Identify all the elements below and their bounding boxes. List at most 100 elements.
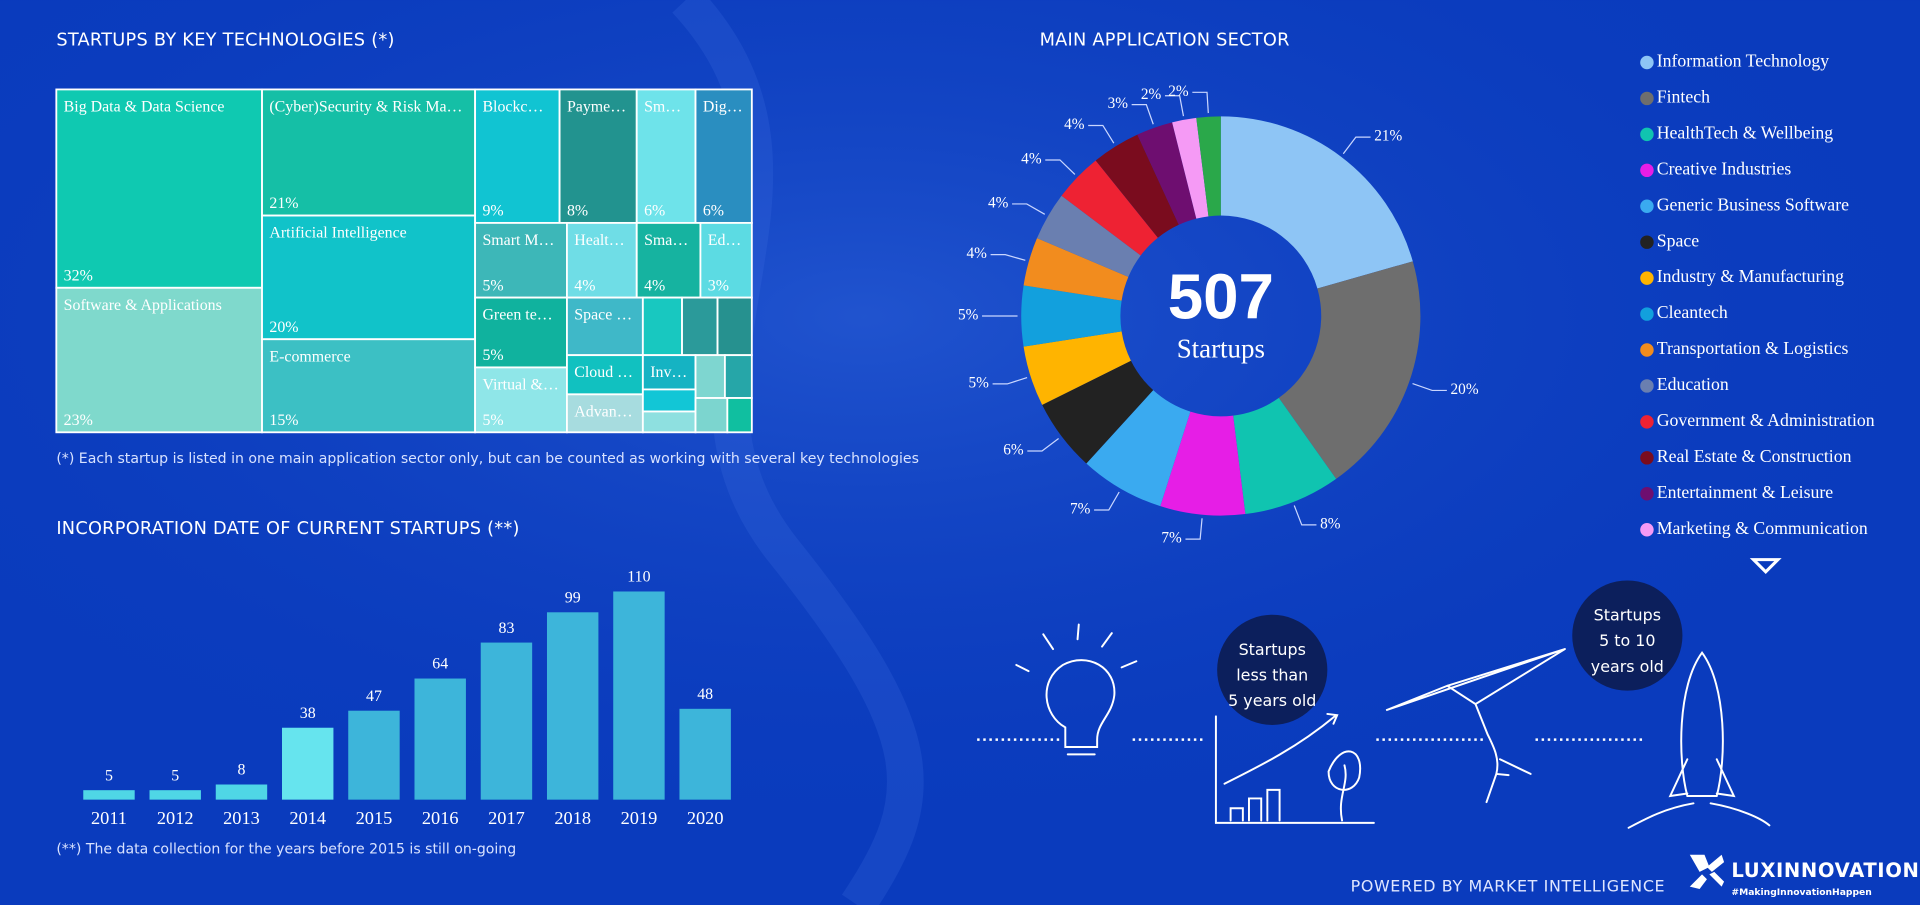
legend-swatch xyxy=(1640,522,1654,537)
chart-note: (**) The data collection for the years b… xyxy=(56,842,516,858)
legend-swatch xyxy=(1640,55,1654,70)
cell-label: E-commerce xyxy=(269,348,350,365)
bar xyxy=(480,642,533,800)
pie-slice xyxy=(1086,390,1191,507)
pie-slice xyxy=(1137,122,1197,225)
cell-label: Big Data & Data Science xyxy=(64,98,225,115)
cell-label: Software & Applications xyxy=(64,297,222,314)
slice-label: 3% xyxy=(1108,95,1129,112)
treemap-cell xyxy=(723,354,753,399)
treemap-cell xyxy=(681,296,719,357)
treemap-cell xyxy=(726,397,753,434)
legend-swatch xyxy=(1640,487,1654,501)
illustration xyxy=(977,580,1771,829)
bar-value-label: 48 xyxy=(697,686,713,703)
legend-swatch xyxy=(1640,307,1654,321)
bar xyxy=(215,784,268,800)
growth-chart-icon xyxy=(1214,712,1375,824)
cell-value: 6% xyxy=(644,203,665,220)
treemap-cell xyxy=(55,88,263,289)
pie-slice xyxy=(1042,360,1154,464)
cell-label: Sma… xyxy=(644,232,688,249)
pie-slice xyxy=(1233,397,1337,515)
badge-text: Startups xyxy=(1594,605,1661,624)
bar xyxy=(149,790,201,800)
legend-label: HealthTech & Wellbeing xyxy=(1657,122,1834,142)
treemap-cell xyxy=(261,338,477,434)
cell-label: Blockc… xyxy=(482,98,543,115)
bar-value-label: 83 xyxy=(498,620,514,637)
legend-swatch xyxy=(1640,451,1654,465)
cell-label: Artificial Intelligence xyxy=(269,225,406,242)
pie-slice xyxy=(1061,160,1158,256)
bar-value-label: 5 xyxy=(171,767,179,784)
leader-line xyxy=(990,254,1026,261)
pie-slice xyxy=(1172,117,1209,219)
bar xyxy=(414,678,466,800)
pie-slice xyxy=(1220,116,1413,289)
slice-label: 4% xyxy=(1021,150,1042,167)
x-tick-label: 2015 xyxy=(356,808,393,828)
pie-slice xyxy=(1023,331,1131,405)
leader-line xyxy=(1094,491,1120,511)
bar xyxy=(546,612,599,800)
cell-value: 20% xyxy=(269,319,298,336)
cell-label: Virtual &… xyxy=(482,376,558,393)
bar-value-label: 38 xyxy=(300,705,316,722)
chart-title: MAIN APPLICATION SECTOR xyxy=(1040,30,1290,50)
treemap-cell xyxy=(474,296,568,369)
cell-value: 3% xyxy=(708,277,729,294)
chart-note: (*) Each startup is listed in one main a… xyxy=(56,451,919,467)
logo-shape xyxy=(1689,874,1707,890)
leader-line xyxy=(1192,91,1209,114)
pie-slice xyxy=(1196,116,1221,217)
slice-label: 2% xyxy=(1141,86,1162,103)
cell-label: Sm… xyxy=(644,98,681,115)
slice-label: 21% xyxy=(1374,128,1402,145)
legend-label: Government & Administration xyxy=(1657,410,1875,430)
slice-label: 20% xyxy=(1451,381,1479,398)
chart-title: STARTUPS BY KEY TECHNOLOGIES (*) xyxy=(56,30,394,50)
legend-label: Generic Business Software xyxy=(1657,194,1849,214)
cell-label: Cloud … xyxy=(574,364,633,381)
cell-label: Inv… xyxy=(650,364,687,381)
logo-text: LUXINNOVATION xyxy=(1731,859,1919,882)
x-tick-label: 2012 xyxy=(157,808,194,828)
legend-label: Real Estate & Construction xyxy=(1657,446,1852,466)
slice-label: 4% xyxy=(967,245,988,262)
treemap-cell xyxy=(694,354,726,399)
slice-label: 5% xyxy=(969,374,990,391)
chart-title: INCORPORATION DATE OF CURRENT STARTUPS (… xyxy=(56,519,519,539)
legend-more-arrow[interactable] xyxy=(1749,558,1782,575)
x-tick-label: 2018 xyxy=(554,808,591,828)
treemap-cell xyxy=(694,397,729,434)
x-tick-label: 2016 xyxy=(422,808,459,828)
bar xyxy=(613,591,665,800)
center-label: Startups xyxy=(1177,334,1265,364)
legend-label: Creative Industries xyxy=(1657,158,1792,178)
legend-label: Marketing & Communication xyxy=(1657,518,1868,538)
legend-swatch xyxy=(1640,235,1654,249)
legend-swatch xyxy=(1640,91,1654,106)
slice-label: 5% xyxy=(958,306,979,323)
treemap-cell xyxy=(641,410,697,434)
treemap-cell xyxy=(566,354,644,396)
leader-line xyxy=(1185,518,1203,540)
leader-line xyxy=(1088,124,1115,144)
badge xyxy=(1217,614,1328,725)
cell-value: 15% xyxy=(269,412,298,429)
footer-text: POWERED BY MARKET INTELLIGENCE xyxy=(1351,876,1666,895)
treemap-cell xyxy=(716,296,753,357)
logo-hashtag: #MakingInnovationHappen xyxy=(1731,887,1871,898)
treemap-cell xyxy=(474,366,568,434)
pie-slice xyxy=(1095,134,1179,238)
lightbulb-icon xyxy=(1015,623,1138,756)
logo-shape xyxy=(1706,854,1725,872)
treemap-cell xyxy=(558,88,638,224)
legend-label: Industry & Manufacturing xyxy=(1657,266,1844,286)
cell-label: Ed… xyxy=(708,232,742,249)
pie-slice xyxy=(1160,411,1246,516)
cell-value: 6% xyxy=(703,203,724,220)
